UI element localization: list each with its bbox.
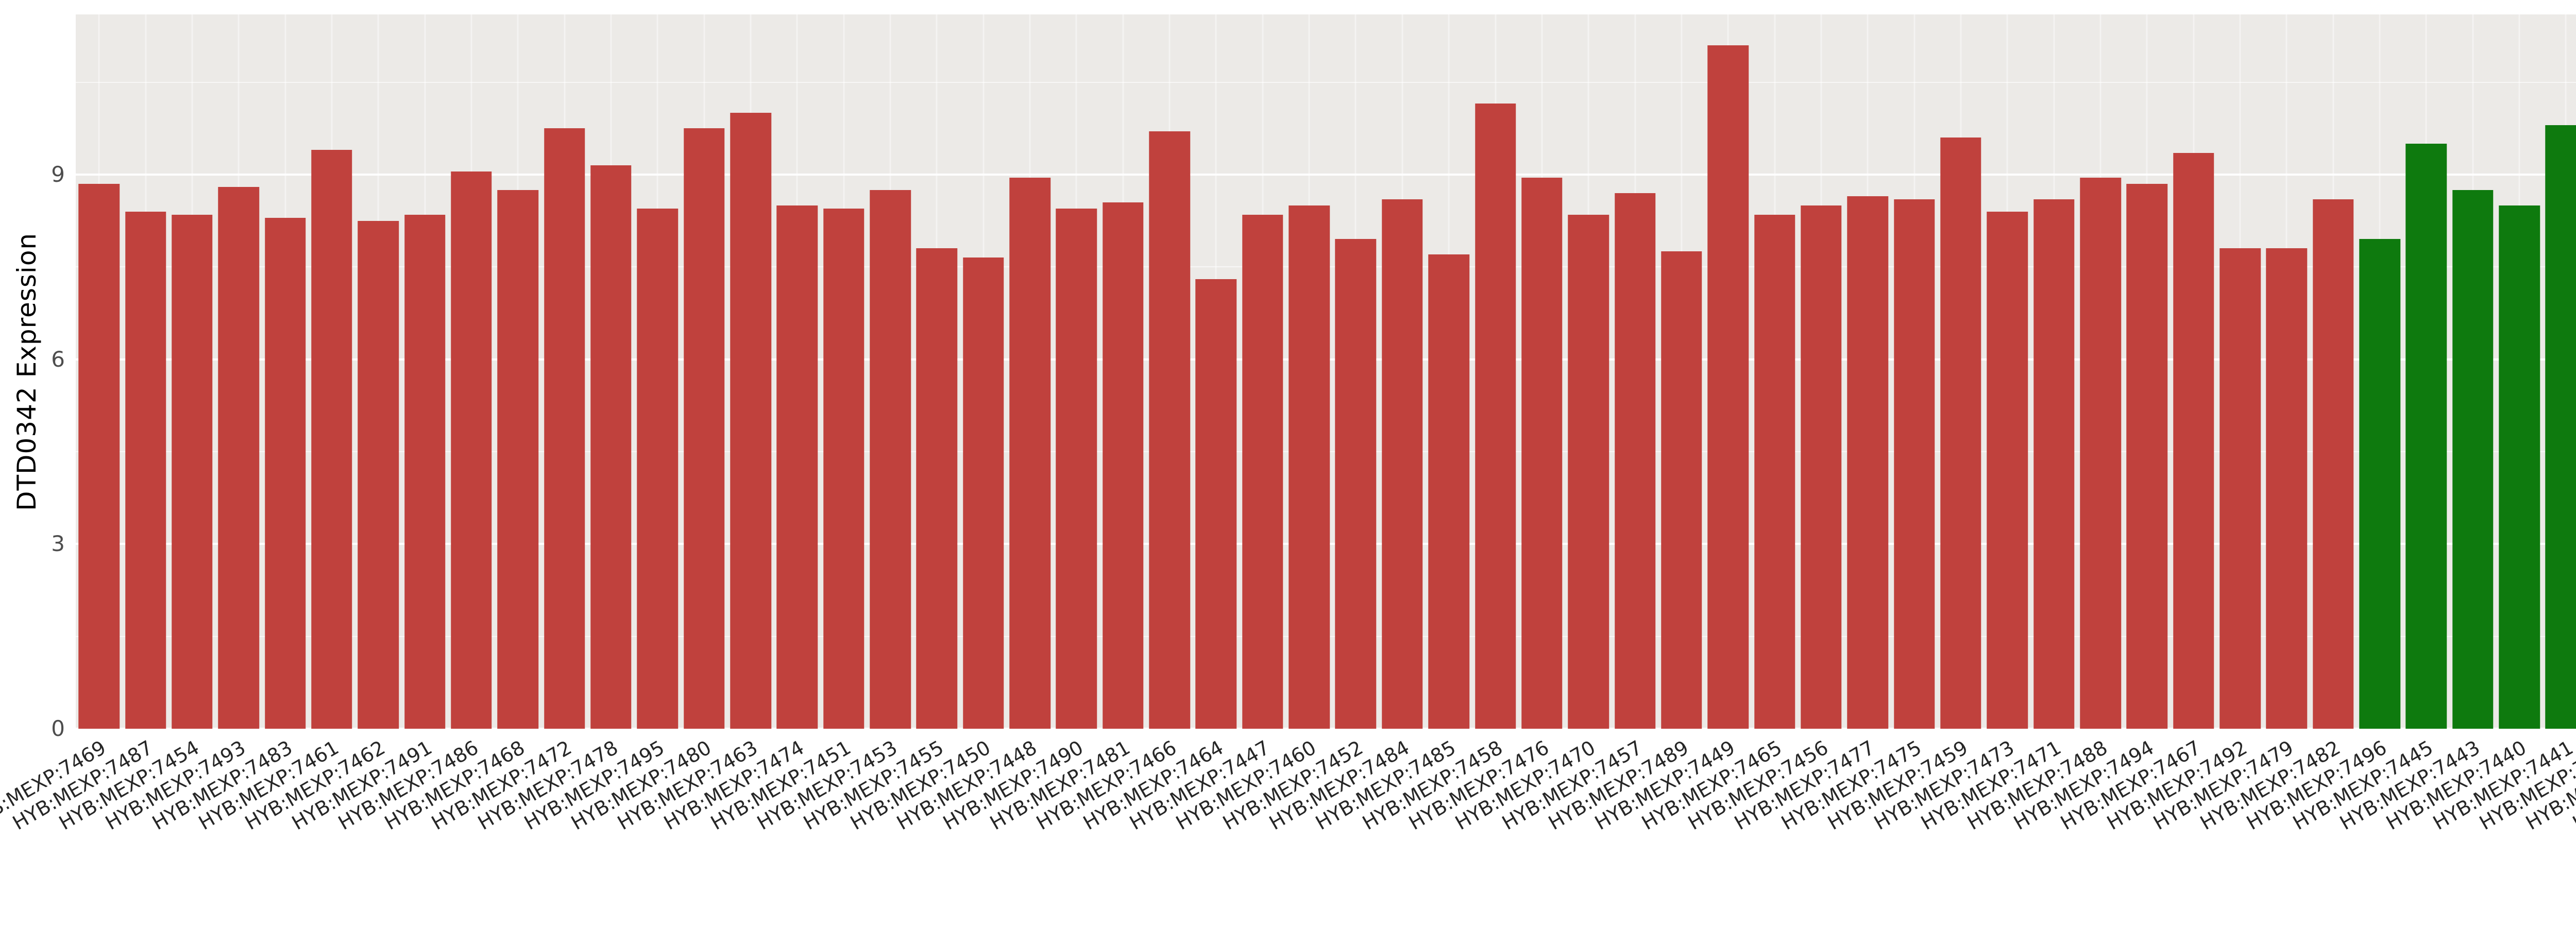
bar — [823, 208, 865, 729]
bar — [1149, 131, 1190, 729]
bar — [1103, 202, 1144, 729]
grid-line — [76, 173, 2576, 176]
bar — [404, 214, 446, 729]
plot-area — [76, 14, 2576, 730]
bar — [916, 248, 958, 729]
bar — [2499, 205, 2540, 729]
bar — [2033, 199, 2075, 729]
bar — [637, 208, 679, 729]
grid-line — [76, 728, 2576, 730]
bar — [962, 258, 1004, 729]
bar — [730, 113, 771, 729]
bar — [683, 128, 725, 729]
bar — [1707, 45, 1749, 729]
bar — [1475, 104, 1516, 729]
bar — [1195, 279, 1237, 729]
bar — [2452, 190, 2494, 729]
bar — [2173, 153, 2214, 729]
bar — [497, 190, 539, 729]
bar — [1382, 199, 1423, 729]
y-tick-label: 6 — [51, 346, 65, 372]
bar — [1335, 239, 1377, 729]
x-axis: HYB:MEXP:7469 HYB:MEXP:7487 HYB:MEXP:7454 H… — [0, 729, 2576, 927]
y-tick-label: 3 — [51, 531, 65, 557]
bar — [2080, 177, 2121, 729]
y-tick-label: 0 — [51, 716, 65, 741]
bar — [125, 211, 166, 729]
bar — [1242, 214, 1283, 729]
bar — [1614, 193, 1656, 729]
bar — [1987, 211, 2028, 729]
bar — [2405, 144, 2447, 729]
bar — [311, 150, 352, 729]
bar — [2312, 199, 2354, 729]
bar — [544, 128, 585, 729]
bar — [451, 171, 492, 729]
bar — [264, 217, 306, 729]
bar — [1940, 138, 1981, 729]
bar — [1893, 199, 1935, 729]
bar — [870, 190, 911, 729]
bar — [1661, 251, 1702, 729]
bar — [1428, 254, 1469, 729]
y-tick-label: 9 — [51, 161, 65, 187]
bar — [590, 165, 632, 729]
bar — [2126, 183, 2168, 729]
grid-line — [76, 81, 2576, 83]
bar — [1801, 205, 1842, 729]
bar — [1056, 208, 1097, 729]
bar — [1289, 205, 1330, 729]
y-axis: 0 3 6 9 — [0, 14, 71, 739]
bar — [1847, 196, 1889, 729]
bar — [1009, 177, 1050, 729]
bar — [1568, 214, 1609, 729]
bar — [2219, 248, 2261, 729]
bar — [2359, 239, 2400, 729]
bar — [1521, 177, 1563, 729]
bar — [1754, 214, 1795, 729]
bar — [218, 186, 259, 729]
bar — [2266, 248, 2308, 729]
bar — [776, 205, 818, 729]
bar — [358, 220, 399, 729]
bar — [2545, 125, 2576, 729]
bar-layer — [76, 14, 2576, 729]
bar — [78, 183, 120, 729]
bar — [172, 214, 213, 729]
